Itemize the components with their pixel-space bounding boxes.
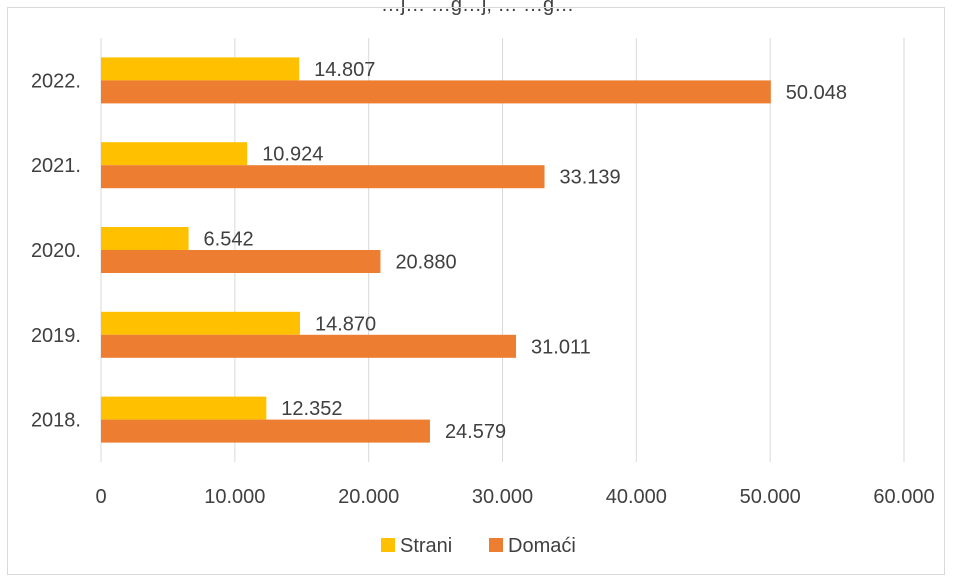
y-tick-label: 2020.: [31, 240, 81, 262]
bar-domaci: [101, 419, 430, 443]
bar-strani: [101, 142, 248, 166]
legend-swatch-domaci: [489, 538, 503, 552]
legend-label-strani: Strani: [400, 535, 452, 557]
x-tick-label: 60.000: [873, 486, 934, 508]
y-tick-label: 2022.: [31, 70, 81, 92]
bar-strani: [101, 396, 267, 420]
y-axis-labels: 2022. 2021. 2020. 2019. 2018.: [31, 70, 81, 431]
data-label-domaci: 20.880: [395, 252, 456, 274]
data-label-domaci: 24.579: [445, 421, 506, 443]
x-tick-label: 10.000: [204, 486, 265, 508]
bar-strani: [101, 227, 189, 250]
y-tick-label: 2021.: [31, 155, 81, 177]
x-tick-label: 20.000: [338, 486, 399, 508]
y-tick-label: 2018.: [31, 410, 81, 432]
bar-strani: [101, 311, 301, 335]
data-label-domaci: 50.048: [786, 82, 847, 104]
x-tick-label: 30.000: [472, 486, 533, 508]
data-label-strani: 14.870: [315, 313, 376, 335]
legend-label-domaci: Domaći: [508, 535, 576, 557]
legend: Strani Domaći: [381, 535, 576, 557]
x-tick-label: 40.000: [606, 486, 667, 508]
chart-area: [7, 7, 945, 575]
x-tick-label: 50.000: [740, 486, 801, 508]
data-label-strani: 10.924: [262, 144, 323, 166]
x-tick-label: 0: [95, 486, 106, 508]
bar-domaci: [101, 165, 545, 189]
bar-domaci: [101, 80, 771, 104]
data-label-strani: 14.807: [314, 59, 375, 81]
x-axis-labels: 0 10.000 20.000 30.000 40.000 50.000 60.000: [95, 486, 934, 508]
data-label-strani: 12.352: [281, 398, 342, 420]
data-label-domaci: 33.139: [560, 167, 621, 189]
y-tick-label: 2019.: [31, 325, 81, 347]
legend-swatch-strani: [381, 538, 395, 552]
bar-domaci: [101, 250, 381, 273]
bars: 14.807 50.048 10.924 33.139 6.542 20.880 14.87…: [101, 57, 847, 443]
bar-domaci: [101, 334, 517, 358]
data-label-domaci: 31.011: [531, 336, 591, 358]
data-label-strani: 6.542: [204, 229, 254, 251]
bar-strani: [101, 57, 300, 81]
